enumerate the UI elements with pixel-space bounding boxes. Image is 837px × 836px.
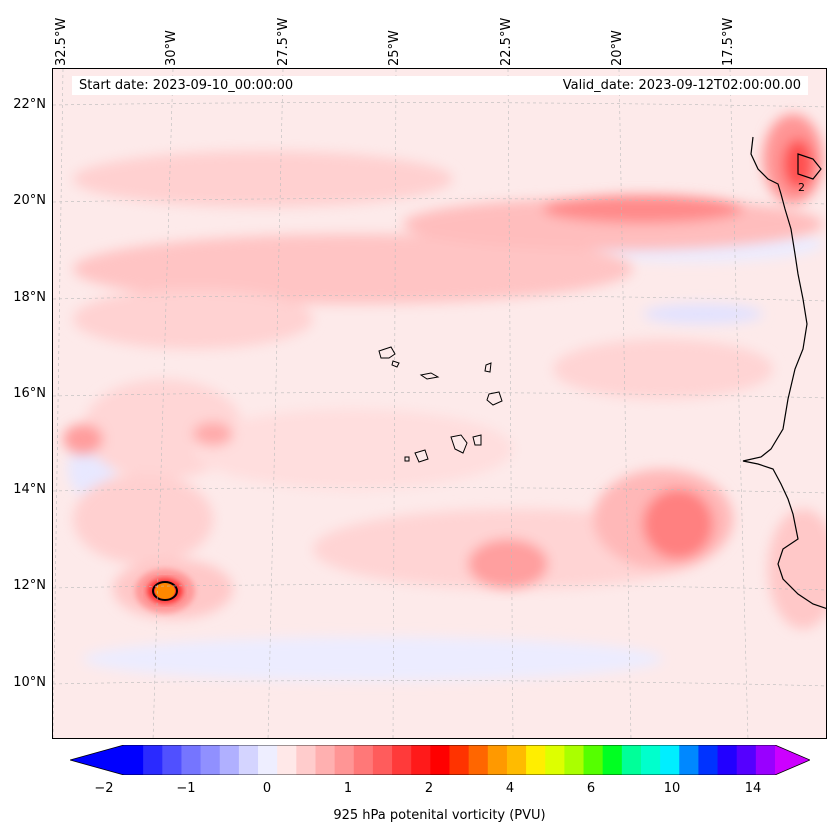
colorbar-tick: 4 bbox=[505, 781, 515, 796]
colorbar-swatch bbox=[277, 745, 297, 775]
lat-label: 14°N bbox=[13, 482, 46, 497]
colorbar-swatch bbox=[258, 745, 278, 775]
colorbar-swatch bbox=[315, 745, 336, 775]
lon-label: 32.5°W bbox=[54, 17, 69, 66]
colorbar-swatch bbox=[545, 745, 565, 775]
colorbar-swatch bbox=[411, 745, 431, 775]
colorbar-swatch bbox=[162, 745, 182, 775]
colorbar-swatch bbox=[353, 745, 374, 775]
colorbar-swatch bbox=[296, 745, 316, 775]
lat-label: 18°N bbox=[13, 290, 46, 305]
valid-date: Valid_date: 2023-09-12T02:00:00.00 bbox=[562, 78, 801, 93]
colorbar-swatch bbox=[392, 745, 412, 775]
colorbar-swatch bbox=[430, 745, 450, 775]
colorbar-swatch bbox=[583, 745, 604, 775]
colorbar-swatch bbox=[621, 745, 642, 775]
colorbar-extend-high bbox=[775, 745, 810, 775]
colorbar-tick: 6 bbox=[586, 781, 596, 796]
colorbar-tick: 1 bbox=[343, 781, 353, 796]
lon-label: 27.5°W bbox=[276, 17, 291, 66]
lat-label: 22°N bbox=[13, 97, 46, 112]
colorbar-swatch bbox=[487, 745, 508, 775]
colorbar-swatch bbox=[602, 745, 623, 775]
colorbar-tick: 14 bbox=[744, 781, 762, 796]
colorbar-tick: −1 bbox=[176, 781, 196, 796]
lon-label: 30°W bbox=[164, 30, 179, 66]
positive-pv-bands bbox=[63, 114, 826, 629]
colorbar-extend-low bbox=[70, 745, 124, 775]
colorbar-swatch bbox=[334, 745, 355, 775]
lat-label: 12°N bbox=[13, 578, 46, 593]
colorbar-swatch bbox=[698, 745, 719, 775]
colorbar-swatch bbox=[200, 745, 221, 775]
colorbar-tick: 10 bbox=[663, 781, 681, 796]
colorbar-swatch bbox=[755, 745, 776, 775]
lat-label: 10°N bbox=[13, 675, 46, 690]
cape-verde-islands bbox=[378, 346, 503, 463]
colorbar-swatch bbox=[736, 745, 757, 775]
colorbar-swatch bbox=[372, 745, 393, 775]
colorbar-swatch bbox=[468, 745, 489, 775]
lon-label: 20°W bbox=[610, 30, 625, 66]
contour-label: 2 bbox=[798, 181, 805, 194]
vortex-core bbox=[135, 569, 195, 613]
colorbar-tick: 0 bbox=[262, 781, 272, 796]
colorbar-label: 925 hPa potenital vorticity (PVU) bbox=[333, 808, 546, 823]
colorbar-swatch bbox=[564, 745, 585, 775]
map-panel: 2 bbox=[52, 68, 827, 739]
colorbar-swatch bbox=[660, 745, 680, 775]
colorbar-tick: −2 bbox=[94, 781, 114, 796]
colorbar bbox=[70, 745, 810, 775]
lat-label: 16°N bbox=[13, 386, 46, 401]
coastline bbox=[742, 136, 826, 609]
lon-label: 17.5°W bbox=[721, 17, 736, 66]
colorbar-swatch bbox=[449, 745, 470, 775]
colorbar-swatch bbox=[679, 745, 699, 775]
colorbar-swatch bbox=[181, 745, 202, 775]
colorbar-swatch bbox=[526, 745, 546, 775]
colorbar-swatch bbox=[219, 745, 240, 775]
lon-label: 25°W bbox=[387, 30, 402, 66]
colorbar-swatch bbox=[124, 745, 144, 775]
colorbar-swatch bbox=[238, 745, 259, 775]
lon-label: 22.5°W bbox=[499, 17, 514, 66]
colorbar-swatch bbox=[717, 745, 738, 775]
colorbar-swatch bbox=[506, 745, 527, 775]
colorbar-swatch bbox=[143, 745, 163, 775]
lat-label: 20°N bbox=[13, 193, 46, 208]
graticule bbox=[53, 69, 826, 738]
date-bar: Start date: 2023-09-10_00:00:00 Valid_da… bbox=[72, 76, 808, 95]
start-date: Start date: 2023-09-10_00:00:00 bbox=[79, 78, 294, 93]
colorbar-tick: 2 bbox=[424, 781, 434, 796]
colorbar-swatch bbox=[640, 745, 661, 775]
vorticity-map: 2 bbox=[53, 69, 826, 738]
